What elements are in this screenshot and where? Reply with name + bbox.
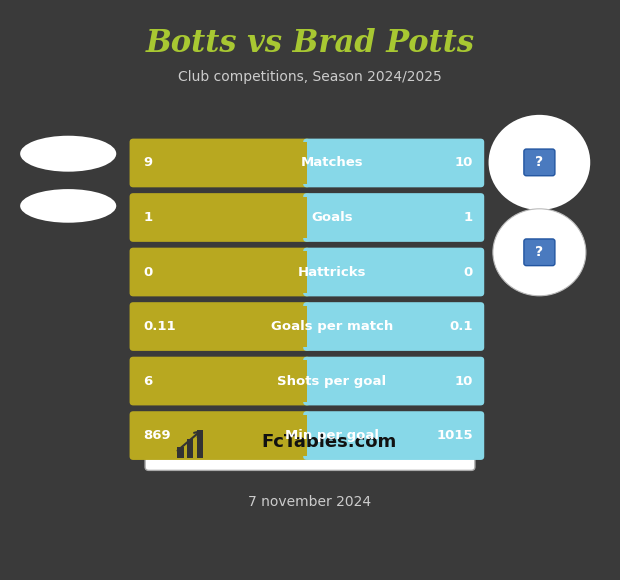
Text: 1: 1: [464, 211, 473, 224]
FancyBboxPatch shape: [130, 248, 311, 296]
FancyBboxPatch shape: [303, 248, 484, 296]
Bar: [294, 415, 307, 456]
Text: FcTables.com: FcTables.com: [262, 433, 397, 451]
Text: 7 november 2024: 7 november 2024: [249, 495, 371, 509]
Bar: [294, 197, 307, 238]
Ellipse shape: [20, 189, 117, 223]
Circle shape: [493, 209, 586, 296]
Text: 0: 0: [143, 266, 153, 278]
Text: Botts vs Brad Potts: Botts vs Brad Potts: [146, 28, 474, 59]
Bar: [187, 439, 193, 458]
FancyBboxPatch shape: [303, 357, 484, 405]
FancyBboxPatch shape: [303, 411, 484, 460]
Text: Min per goal: Min per goal: [285, 429, 379, 442]
Text: 869: 869: [143, 429, 171, 442]
Text: ?: ?: [535, 155, 544, 169]
Bar: [294, 142, 307, 184]
FancyBboxPatch shape: [130, 193, 311, 242]
Text: 10: 10: [454, 157, 473, 169]
FancyBboxPatch shape: [303, 139, 484, 187]
Text: Goals per match: Goals per match: [270, 320, 393, 333]
FancyBboxPatch shape: [130, 139, 311, 187]
Bar: [294, 306, 307, 347]
Text: Club competitions, Season 2024/2025: Club competitions, Season 2024/2025: [178, 70, 442, 84]
Text: 0: 0: [464, 266, 473, 278]
Text: Goals: Goals: [311, 211, 353, 224]
Bar: [294, 360, 307, 402]
FancyBboxPatch shape: [524, 239, 555, 266]
Bar: [307, 415, 319, 456]
Text: Shots per goal: Shots per goal: [277, 375, 386, 387]
Bar: [307, 197, 319, 238]
FancyBboxPatch shape: [130, 302, 311, 351]
Bar: [307, 360, 319, 402]
Bar: [177, 447, 184, 458]
Text: Hattricks: Hattricks: [298, 266, 366, 278]
Ellipse shape: [20, 136, 117, 172]
Bar: [307, 251, 319, 293]
Text: 0.1: 0.1: [450, 320, 473, 333]
Text: 0.11: 0.11: [143, 320, 176, 333]
Text: 9: 9: [143, 157, 153, 169]
Bar: [307, 142, 319, 184]
FancyBboxPatch shape: [303, 193, 484, 242]
FancyBboxPatch shape: [145, 414, 475, 470]
FancyBboxPatch shape: [303, 302, 484, 351]
Text: 1: 1: [143, 211, 153, 224]
Text: 1015: 1015: [436, 429, 473, 442]
FancyBboxPatch shape: [130, 357, 311, 405]
FancyBboxPatch shape: [130, 411, 311, 460]
Text: 6: 6: [143, 375, 153, 387]
Text: Matches: Matches: [300, 157, 363, 169]
Circle shape: [489, 115, 590, 210]
FancyBboxPatch shape: [524, 149, 555, 176]
Bar: [197, 430, 203, 458]
Text: 10: 10: [454, 375, 473, 387]
Text: ?: ?: [535, 245, 544, 259]
Bar: [307, 306, 319, 347]
Bar: [294, 251, 307, 293]
